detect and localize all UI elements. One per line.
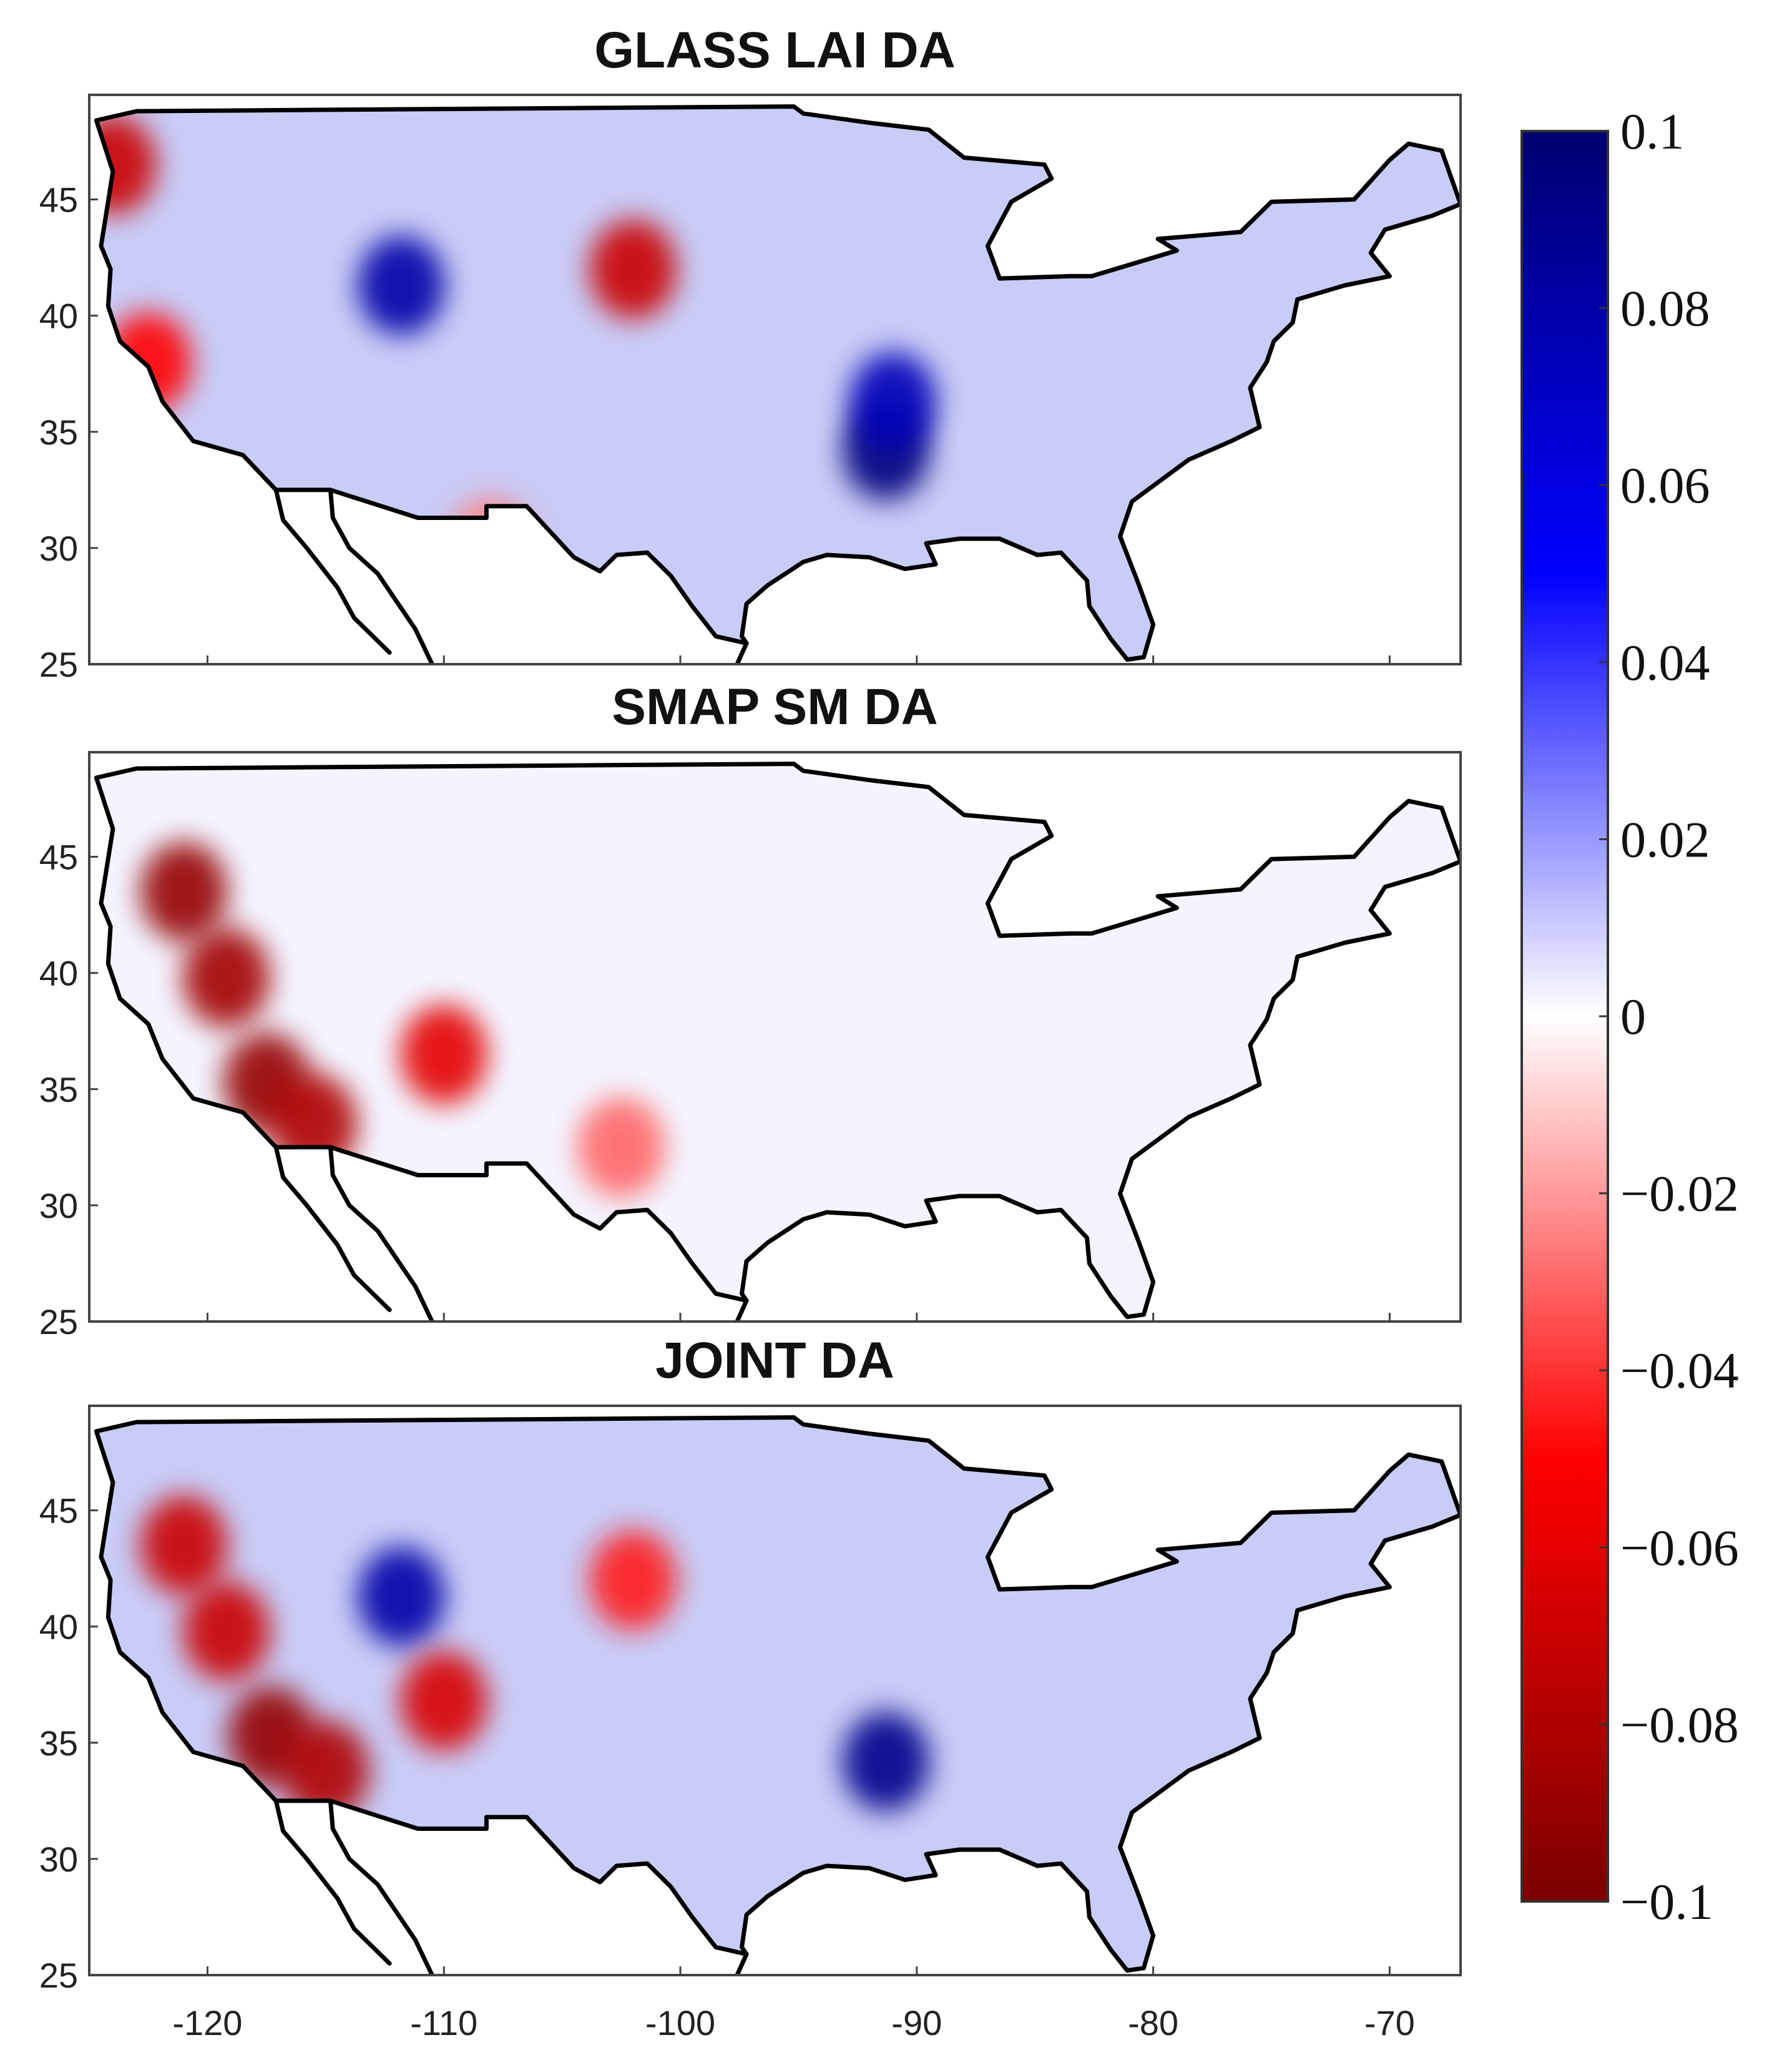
colorbar-tick-label: −0.1 <box>1620 1873 1713 1930</box>
hotspot <box>400 1650 488 1751</box>
hotspot <box>589 219 677 320</box>
border-line <box>273 1145 392 1312</box>
x-axis: -120 -110 -100 -90 -80 -70 <box>172 2003 1414 2043</box>
hotspot <box>282 1720 370 1821</box>
land-field <box>96 1417 1461 1971</box>
colorbar-tick-label: 0 <box>1620 988 1646 1045</box>
coastline <box>94 1415 1461 1973</box>
hotspot <box>589 1530 677 1631</box>
x-tick-label: -70 <box>1364 2003 1415 2043</box>
y-tick-label: 45 <box>39 1491 78 1531</box>
border-line <box>273 488 392 655</box>
y-tick-label: 40 <box>39 954 78 993</box>
subplot-title: GLASS LAI DA <box>594 22 956 79</box>
y-tick-label: 45 <box>39 838 78 877</box>
y-tick-label: 45 <box>39 180 78 220</box>
y-tick-label: 25 <box>39 1302 78 1341</box>
hotspot <box>140 1495 228 1596</box>
hotspots <box>140 1495 930 1821</box>
y-tick-label: 30 <box>39 1186 78 1225</box>
y-tick-label: 35 <box>39 1724 78 1763</box>
hotspots <box>140 841 665 1197</box>
colorbar-gradient <box>1520 130 1609 1903</box>
x-tick-label: -120 <box>172 2003 242 2043</box>
coastline <box>94 762 1461 1320</box>
colorbar-tick-label: −0.02 <box>1620 1165 1739 1222</box>
subplot-title: JOINT DA <box>655 1332 894 1389</box>
hotspot <box>182 1581 270 1682</box>
subplot-1: GLASS LAI DA 25 30 35 40 45 <box>39 22 1462 684</box>
hotspot <box>849 351 937 452</box>
x-tick-label: -90 <box>891 2003 942 2043</box>
hotspot <box>842 1711 930 1812</box>
hotspot <box>182 928 270 1028</box>
plot-frame <box>88 1405 1462 1976</box>
plot-frame <box>88 94 1462 665</box>
x-tick-label: -110 <box>410 2003 477 2043</box>
coastline <box>94 104 1461 662</box>
subplot-2: SMAP SM DA 25 30 35 40 45 <box>39 679 1462 1341</box>
plot-frame <box>88 751 1462 1323</box>
border-line <box>735 641 749 664</box>
border-line <box>735 1952 749 1975</box>
subplot-title: SMAP SM DA <box>612 679 938 735</box>
land-field <box>96 763 1461 1317</box>
y-tick-label: 35 <box>39 1070 78 1109</box>
y-tick-label: 40 <box>39 1607 78 1647</box>
hotspot <box>140 841 228 942</box>
x-tick-label: -80 <box>1128 2003 1178 2043</box>
colorbar-tick-label: 0.06 <box>1620 457 1710 514</box>
colorbar-tick-label: 0.1 <box>1620 103 1685 160</box>
hotspot <box>358 1546 446 1647</box>
y-tick-label: 25 <box>39 645 78 684</box>
colorbar: 0.1 0.08 0.06 0.04 0.02 0 −0.02 −0.04 −0.06 −0.08… <box>1520 103 1739 1930</box>
border-line <box>273 1798 392 1966</box>
panels: GLASS LAI DA 25 30 35 40 45 SMAP SM DA 25 30 35 40… <box>39 22 1462 1995</box>
y-tick-label: 40 <box>39 297 78 336</box>
land-field <box>96 106 1461 660</box>
x-tick-label: -100 <box>645 2003 715 2043</box>
y-tick-label: 25 <box>39 1956 78 1995</box>
hotspot <box>358 235 446 336</box>
colorbar-tick-label: −0.06 <box>1620 1519 1739 1576</box>
y-tick-label: 35 <box>39 413 78 452</box>
border-line <box>735 1298 749 1322</box>
border-line <box>328 1145 434 1322</box>
subplot-3: JOINT DA 25 30 35 40 45 <box>39 1332 1462 1995</box>
hotspot <box>577 1097 665 1197</box>
colorbar-tick-label: −0.04 <box>1620 1342 1739 1399</box>
y-tick-label: 30 <box>39 1840 78 1879</box>
hotspot <box>400 1004 488 1104</box>
colorbar-tick-label: 0.02 <box>1620 811 1710 868</box>
colorbar-ticks: 0.1 0.08 0.06 0.04 0.02 0 −0.02 −0.04 −0.06 −0.08… <box>1599 103 1739 1930</box>
y-tick-label: 30 <box>39 529 78 568</box>
border-line <box>328 488 434 664</box>
colorbar-tick-label: 0.08 <box>1620 280 1710 337</box>
colorbar-tick-label: −0.08 <box>1620 1696 1739 1753</box>
border-line <box>328 1798 434 1975</box>
colorbar-tick-label: 0.04 <box>1620 634 1710 691</box>
